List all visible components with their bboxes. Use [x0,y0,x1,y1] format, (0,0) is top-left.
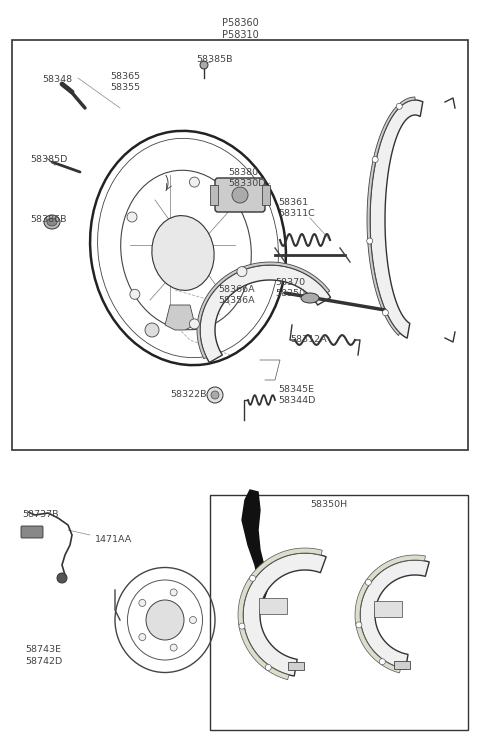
Ellipse shape [146,600,184,640]
Text: 58355: 58355 [110,83,140,92]
Circle shape [200,61,208,69]
Circle shape [383,310,388,316]
Polygon shape [197,262,330,359]
Ellipse shape [152,215,214,290]
Circle shape [237,266,247,277]
Polygon shape [394,662,409,669]
Circle shape [265,665,271,670]
Circle shape [139,599,146,607]
Polygon shape [238,548,323,680]
Circle shape [145,323,159,337]
Circle shape [127,212,137,222]
Circle shape [170,644,177,651]
Text: 58743E: 58743E [25,645,61,654]
Text: 58366A: 58366A [218,285,254,294]
Polygon shape [200,265,331,363]
Text: 58312A: 58312A [290,335,326,344]
Circle shape [207,387,223,403]
Text: P58310: P58310 [222,30,258,40]
Polygon shape [367,97,415,335]
Circle shape [190,177,199,187]
Text: 1471AA: 1471AA [95,535,132,544]
Circle shape [139,633,146,641]
Circle shape [211,391,219,399]
Text: 58361: 58361 [278,198,308,207]
Polygon shape [243,553,326,676]
Circle shape [170,589,177,596]
FancyBboxPatch shape [21,526,43,538]
Polygon shape [210,185,218,205]
Circle shape [379,659,385,665]
Text: 58742D: 58742D [25,657,62,666]
Text: 58356A: 58356A [218,296,254,305]
Text: 58737B: 58737B [22,510,59,519]
Circle shape [130,289,140,299]
Polygon shape [259,599,287,614]
Ellipse shape [44,215,60,229]
Circle shape [372,156,378,163]
Circle shape [356,622,362,628]
Text: 58348: 58348 [42,75,72,84]
Ellipse shape [301,293,319,303]
Polygon shape [355,555,425,673]
Polygon shape [360,560,429,669]
Text: 58365: 58365 [110,72,140,81]
Polygon shape [242,490,268,612]
Circle shape [250,575,255,582]
FancyBboxPatch shape [215,178,265,212]
Circle shape [190,616,196,624]
Text: 58311C: 58311C [278,209,315,218]
Text: 58385B: 58385B [196,55,232,64]
Text: 58322B: 58322B [170,390,206,399]
Ellipse shape [47,218,57,226]
Text: 58330D: 58330D [228,179,265,188]
Text: 58344D: 58344D [278,396,315,405]
Polygon shape [262,185,270,205]
Polygon shape [370,100,423,338]
Polygon shape [288,662,304,670]
Text: 58350: 58350 [275,289,305,298]
Circle shape [190,319,199,329]
Circle shape [396,104,402,110]
Text: 58386B: 58386B [30,215,67,224]
Text: 58350H: 58350H [310,500,347,509]
Text: 58370: 58370 [275,278,305,287]
Text: 58380: 58380 [228,168,258,177]
Circle shape [365,579,372,585]
Circle shape [232,187,248,203]
Polygon shape [165,305,195,330]
Text: 58385D: 58385D [30,155,67,164]
Circle shape [367,238,372,244]
Circle shape [239,623,245,629]
Polygon shape [373,601,402,617]
Text: 58345E: 58345E [278,385,314,394]
Circle shape [57,573,67,583]
Text: P58360: P58360 [222,18,258,28]
